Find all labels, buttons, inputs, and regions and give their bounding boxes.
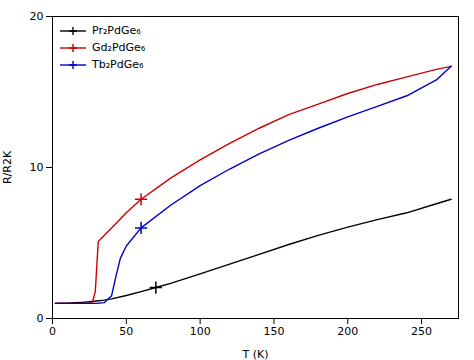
html-text:Pr₂PdGe₆: Pr₂PdGe₆ [92, 24, 141, 37]
svg-text:R/R2K: R/R2K [1, 150, 14, 184]
svg-text:0: 0 [49, 325, 56, 338]
html-text:Tb₂PdGe₆: Tb₂PdGe₆ [92, 58, 144, 71]
svg-text:10: 10 [30, 161, 44, 174]
svg-text:50: 50 [119, 325, 133, 338]
svg-text:20: 20 [30, 10, 44, 23]
html-text:Gd₂PdGe₆: Gd₂PdGe₆ [92, 41, 146, 54]
svg-text:150: 150 [263, 325, 284, 338]
svg-text:0: 0 [37, 312, 44, 325]
svg-text:T (K): T (K) [241, 348, 268, 360]
svg-text:100: 100 [190, 325, 211, 338]
svg-text:250: 250 [411, 325, 432, 338]
svg-text:200: 200 [337, 325, 358, 338]
